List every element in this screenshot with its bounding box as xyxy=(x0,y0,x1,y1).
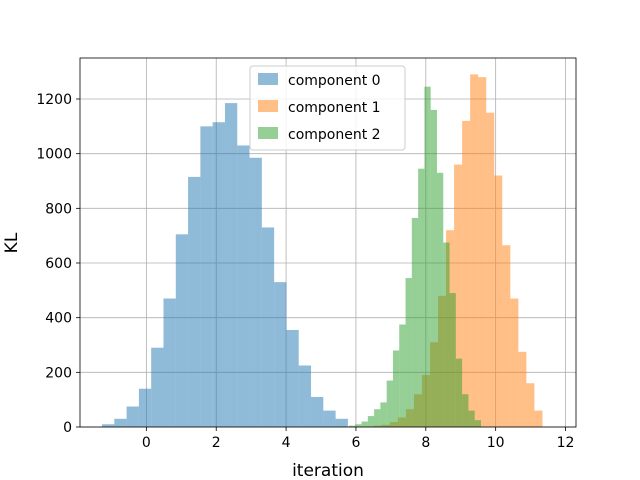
histogram-bar xyxy=(224,103,238,427)
legend-label: component 2 xyxy=(288,127,381,143)
legend-swatch xyxy=(258,73,278,85)
histogram-bar xyxy=(468,410,475,427)
y-axis-ticks: 0 200 400 600 800 1000 1200 xyxy=(36,92,80,436)
plot-frame xyxy=(79,57,577,428)
histogram-bar xyxy=(436,172,444,427)
histogram-bar xyxy=(348,425,356,427)
histogram-bar xyxy=(138,388,152,427)
histogram-bar xyxy=(386,380,393,427)
histogram-bar xyxy=(526,383,535,427)
x-axis-title: iteration xyxy=(292,461,364,480)
histogram-bar xyxy=(175,234,189,427)
histogram-bar xyxy=(534,410,543,427)
x-tick-label: 4 xyxy=(282,435,291,451)
histogram-bar xyxy=(486,112,495,428)
histogram-bar xyxy=(424,86,431,427)
histogram-bar xyxy=(274,282,287,427)
histogram-bar xyxy=(478,77,487,427)
histogram-bar xyxy=(470,74,479,428)
y-tick-label: 800 xyxy=(45,201,72,217)
histogram-bar xyxy=(494,175,503,427)
x-tick-label: 6 xyxy=(351,435,360,451)
histogram-bar xyxy=(286,329,299,427)
histogram-bar xyxy=(311,396,324,427)
y-tick-label: 1200 xyxy=(36,92,72,108)
y-tick-label: 200 xyxy=(45,365,72,381)
x-tick-label: 10 xyxy=(487,435,505,451)
histogram-bar xyxy=(323,410,336,427)
histogram-bar xyxy=(367,416,375,427)
series-2-bars xyxy=(348,86,481,427)
histogram-bar xyxy=(430,109,437,427)
y-tick-label: 0 xyxy=(63,420,72,436)
histogram-bar xyxy=(200,126,213,427)
histogram-bar xyxy=(399,324,406,427)
histogram-bar xyxy=(374,409,381,427)
histogram-bar xyxy=(455,358,463,427)
histogram-bar xyxy=(114,418,127,427)
histogram-bar xyxy=(249,157,262,427)
x-tick-label: 0 xyxy=(142,435,151,451)
histogram-bar xyxy=(237,145,250,427)
histogram-bar xyxy=(443,242,450,427)
legend: component 0 component 1 component 2 xyxy=(249,65,406,151)
histogram-bar xyxy=(151,347,164,427)
x-tick-label: 2 xyxy=(212,435,221,451)
histogram-bar xyxy=(411,217,419,427)
histogram-bar xyxy=(188,176,201,427)
histogram-bar xyxy=(102,424,115,427)
histogram-bar xyxy=(454,164,463,427)
histogram-bar xyxy=(126,406,139,427)
histogram-bar xyxy=(163,298,176,427)
histogram-bar xyxy=(462,394,469,427)
y-axis-title: KL xyxy=(2,232,22,253)
histogram-bars xyxy=(102,74,543,428)
histogram-bar xyxy=(518,351,527,427)
histogram-bar xyxy=(510,298,519,427)
series-0-bars xyxy=(102,103,348,427)
histogram-bar xyxy=(462,120,471,427)
histogram-bar xyxy=(335,418,348,427)
y-tick-label: 600 xyxy=(45,256,72,272)
histogram-bar xyxy=(502,245,511,427)
histogram-bar xyxy=(212,122,225,427)
legend-label: component 0 xyxy=(288,73,381,89)
legend-frame xyxy=(249,65,406,151)
histogram-bar xyxy=(392,350,400,427)
x-axis-ticks: 0 2 4 6 8 10 12 xyxy=(142,427,575,451)
x-tick-label: 12 xyxy=(557,435,575,451)
histogram-bar xyxy=(449,293,456,427)
legend-label: component 1 xyxy=(288,100,381,116)
histogram-bar xyxy=(474,420,481,427)
histogram-bar xyxy=(355,424,362,427)
y-tick-label: 400 xyxy=(45,311,72,327)
histogram-bar xyxy=(380,402,387,427)
legend-swatch xyxy=(258,127,278,139)
histogram-bar xyxy=(361,421,368,427)
histogram-bar xyxy=(261,227,275,427)
legend-swatch xyxy=(258,100,278,112)
histogram-bar xyxy=(418,168,425,427)
x-tick-label: 8 xyxy=(421,435,430,451)
histogram-bar xyxy=(298,365,312,427)
histogram-bar xyxy=(405,278,412,427)
y-tick-label: 1000 xyxy=(36,147,72,163)
